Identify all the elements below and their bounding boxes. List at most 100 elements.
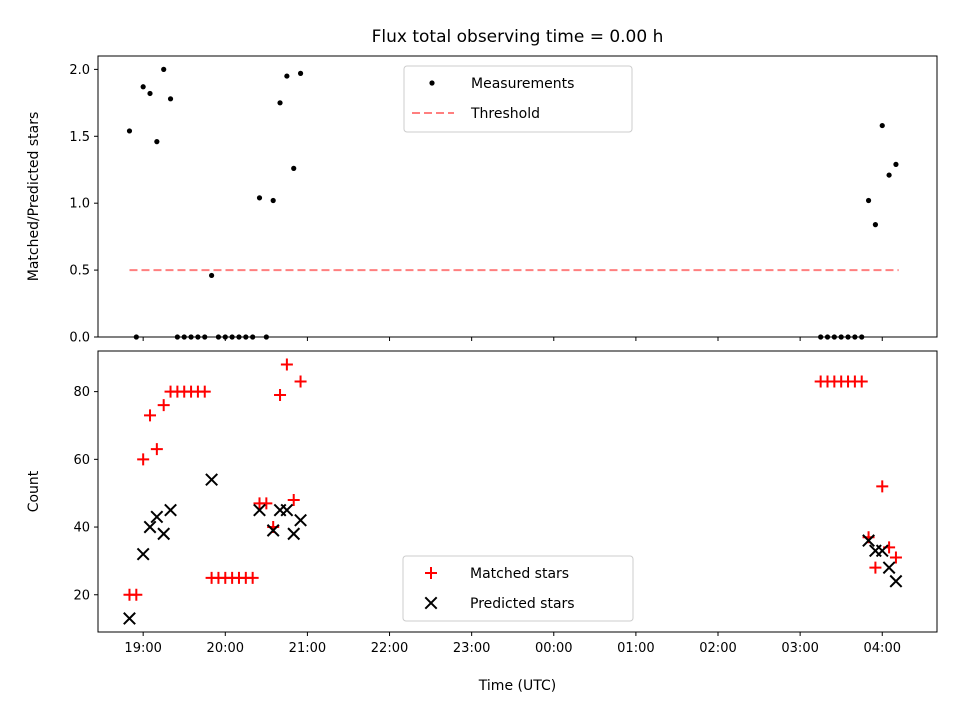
- x-tick-label: 01:00: [617, 641, 654, 656]
- chart-title: Flux total observing time = 0.00 h: [372, 27, 664, 47]
- measurement-point: [133, 334, 139, 340]
- measurement-point: [140, 84, 146, 90]
- measurement-point: [277, 100, 283, 106]
- matched-star-point: [137, 453, 150, 466]
- matched-star-point: [280, 358, 293, 371]
- matched-star-point: [198, 385, 211, 398]
- predicted-star-point: [280, 503, 294, 517]
- matched-star-point: [260, 497, 273, 510]
- measurement-point: [852, 334, 858, 340]
- measurement-point: [263, 334, 269, 340]
- measurement-point: [222, 334, 228, 340]
- x-tick-label: 22:00: [371, 641, 408, 656]
- predicted-star-point: [875, 544, 889, 558]
- y-tick-label: 20: [73, 588, 90, 603]
- top-plot: 0.0 0.5 1.0 1.5 2.0 Flux total observing time…: [26, 27, 938, 346]
- y-axis-label: Matched/Predicted stars: [26, 112, 42, 282]
- legend: Measurements Threshold: [403, 65, 633, 133]
- y-axis-label: Count: [26, 470, 42, 512]
- measurement-point: [154, 139, 160, 145]
- series-predicted-stars: [123, 473, 903, 625]
- y-tick-label: 80: [73, 385, 90, 400]
- x-tick-label: 00:00: [535, 641, 572, 656]
- measurement-point: [886, 172, 892, 178]
- predicted-star-point: [294, 513, 307, 527]
- legend-x-icon: [424, 596, 438, 610]
- x-tick-label: 23:00: [453, 641, 490, 656]
- x-axis-label: Time (UTC): [478, 678, 556, 694]
- matched-star-point: [144, 409, 157, 422]
- predicted-star-point: [882, 561, 896, 575]
- measurement-point: [174, 334, 180, 340]
- matched-star-point: [287, 493, 300, 506]
- measurement-point: [181, 334, 187, 340]
- data-layer: [123, 358, 903, 625]
- measurement-point: [270, 197, 276, 204]
- legend-dot-icon: [429, 80, 435, 86]
- legend-label: Threshold: [470, 106, 540, 122]
- legend-frame: [402, 555, 634, 622]
- measurement-point: [291, 165, 297, 171]
- matched-star-point: [150, 443, 163, 456]
- legend-label: Matched stars: [470, 566, 569, 582]
- predicted-star-point: [123, 612, 136, 625]
- y-tick-label: 1.0: [69, 197, 90, 212]
- measurement-point: [195, 334, 201, 340]
- predicted-star-point: [253, 503, 266, 517]
- measurement-point: [236, 334, 242, 340]
- x-tick-label: 02:00: [699, 641, 736, 656]
- measurement-point: [250, 334, 256, 340]
- predicted-star-point: [150, 510, 164, 524]
- measurement-point: [879, 122, 885, 129]
- measurement-point: [824, 334, 831, 340]
- measurement-point: [297, 70, 304, 76]
- data-layer: [126, 66, 899, 340]
- predicted-star-point: [889, 574, 903, 588]
- y-tick-label: 2.0: [69, 63, 90, 78]
- legend: Matched stars Predicted stars: [402, 555, 634, 622]
- series-matched-stars: [123, 358, 902, 601]
- legend-plus-icon: [425, 567, 437, 579]
- measurement-point: [859, 334, 865, 340]
- y-tick-label: 0.5: [69, 264, 90, 279]
- measurement-point: [229, 334, 235, 340]
- predicted-star-point: [136, 547, 150, 561]
- y-tick-label: 0.0: [69, 331, 90, 346]
- measurement-point: [167, 96, 174, 102]
- matched-star-point: [246, 571, 259, 584]
- measurement-point: [161, 66, 167, 72]
- predicted-star-point: [266, 524, 280, 537]
- predicted-star-point: [157, 527, 171, 541]
- y-tick-label: 40: [73, 521, 90, 536]
- matched-star-point: [294, 375, 307, 388]
- matched-star-point: [855, 375, 868, 388]
- measurement-point: [188, 334, 194, 340]
- matched-star-point: [889, 551, 902, 564]
- measurement-point: [893, 161, 899, 167]
- measurement-point: [243, 334, 249, 340]
- predicted-star-point: [143, 520, 157, 534]
- matched-star-point: [869, 561, 882, 574]
- matched-star-point: [274, 389, 287, 402]
- x-tick-label: 03:00: [781, 641, 818, 656]
- legend-label: Predicted stars: [470, 596, 575, 612]
- y-tick-label: 1.5: [69, 130, 90, 145]
- x-tick-label: 04:00: [864, 641, 901, 656]
- predicted-star-point: [287, 527, 301, 541]
- plot-frame: [97, 55, 938, 338]
- legend-frame: [403, 65, 633, 133]
- matched-star-point: [876, 480, 889, 493]
- matched-star-point: [130, 588, 143, 601]
- x-tick-label: 21:00: [289, 641, 326, 656]
- legend-label: Measurements: [471, 76, 574, 92]
- measurement-point: [215, 334, 222, 340]
- y-tick-label: 60: [73, 453, 90, 468]
- x-tick-label: 19:00: [124, 641, 161, 656]
- plot-frame: [97, 350, 938, 633]
- measurement-point: [838, 334, 844, 340]
- matched-star-point: [157, 399, 170, 412]
- series-measurements: [126, 66, 899, 340]
- measurement-point: [284, 73, 290, 79]
- measurement-point: [256, 195, 263, 201]
